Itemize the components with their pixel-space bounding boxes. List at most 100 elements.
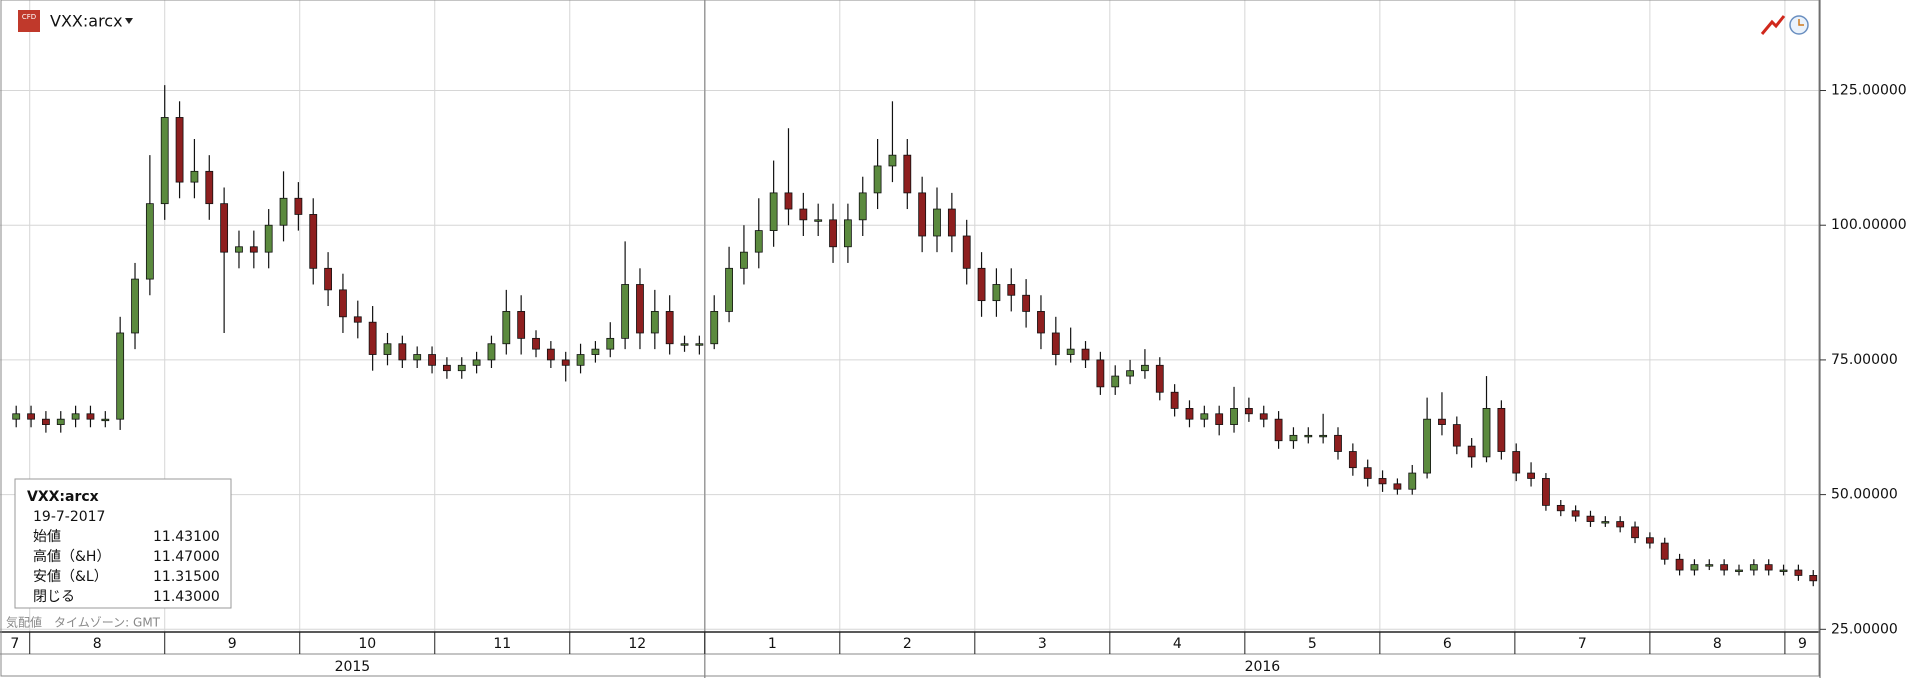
candle-body — [1794, 569, 1803, 576]
info-label: 高値（&H） — [33, 548, 110, 565]
candle-body — [1690, 564, 1699, 571]
candle-body — [680, 343, 689, 346]
candle-body — [1051, 332, 1060, 355]
axes: 25.00000 50.00000 75.00000 100.00000 125.000… — [10, 83, 1906, 675]
info-value: 11.47000 — [153, 549, 220, 565]
candle-body — [1601, 521, 1610, 524]
x-tick-label: 8 — [93, 636, 102, 652]
candle-body — [1081, 348, 1090, 361]
candle-body — [1735, 569, 1743, 572]
candle-body — [324, 267, 332, 291]
candle-body — [1244, 408, 1253, 415]
candle-body — [1378, 478, 1387, 485]
candle-body — [145, 203, 154, 280]
candle-body — [220, 203, 229, 253]
candle-body — [903, 154, 912, 194]
candle-body — [264, 224, 273, 253]
candle-body — [933, 208, 941, 237]
candle-body — [1512, 451, 1521, 474]
candle-body — [1363, 467, 1372, 479]
candle-body — [249, 246, 258, 253]
x-tick-label: 10 — [358, 636, 376, 652]
candle-body — [1705, 564, 1714, 567]
symbol[interactable]: VXX:arcx — [50, 12, 123, 31]
clock-hands — [1798, 19, 1804, 26]
candle-body — [1022, 294, 1031, 312]
candle-body — [71, 413, 80, 420]
candle-body — [918, 192, 927, 237]
candle-body — [368, 321, 377, 355]
y-tick-label: 50.00000 — [1831, 487, 1898, 503]
info-label: 始値 — [33, 529, 61, 545]
info-rows: 始値 11.43100 高値（&H） 11.47000 安値（&L） 11.31500 閉じ… — [33, 529, 220, 605]
candle-body — [309, 214, 318, 269]
candle-body — [695, 343, 704, 346]
candle-body — [1037, 311, 1045, 334]
y-tick-label: 125.00000 — [1831, 83, 1907, 99]
candle-body — [42, 418, 50, 425]
grid — [0, 0, 1820, 678]
x-tick-label: 9 — [1798, 636, 1807, 652]
frame — [0, 0, 1820, 677]
candle-body — [754, 230, 763, 253]
info-value: 11.31500 — [153, 569, 220, 585]
candle-body — [947, 208, 956, 237]
candle-body — [1616, 521, 1625, 528]
candle-body — [56, 418, 65, 425]
year-label: 2015 — [335, 659, 371, 675]
y-tick-label: 100.00000 — [1831, 217, 1907, 233]
candles — [12, 85, 1818, 587]
x-tick-label: 8 — [1713, 636, 1722, 652]
candle-body — [1556, 504, 1565, 512]
candle-body — [1200, 413, 1209, 420]
candle-body — [517, 311, 526, 339]
candle-body — [1452, 424, 1461, 447]
candle-body — [843, 219, 852, 248]
candle-body — [1423, 418, 1432, 474]
candle-body — [235, 246, 243, 253]
candle-body — [1066, 348, 1075, 355]
candle-body — [487, 343, 496, 361]
candle-body — [353, 316, 362, 323]
candle-body — [175, 117, 184, 183]
candle-body — [814, 219, 823, 222]
candle-body — [799, 208, 808, 221]
x-tick-label: 11 — [493, 636, 511, 652]
candle-body — [1126, 370, 1134, 377]
candle-body — [591, 348, 600, 355]
candle-body — [1497, 408, 1506, 452]
candle-body — [1274, 418, 1283, 442]
x-tick-label: 4 — [1173, 636, 1182, 652]
candle-body — [86, 413, 95, 420]
candle-body — [1155, 364, 1164, 393]
chart-type-icon[interactable] — [1760, 15, 1786, 35]
info-value: 11.43100 — [153, 529, 220, 545]
candle-body — [442, 364, 451, 372]
candle-body — [561, 359, 570, 366]
footer: 気配値 タイムゾーン: GMT — [6, 615, 161, 630]
candle-body — [1660, 542, 1669, 560]
candle-body — [546, 348, 555, 361]
candle-body — [888, 154, 897, 167]
candle-body — [1215, 413, 1224, 425]
candle-body — [1170, 391, 1179, 409]
info-date: 19-7-2017 — [33, 509, 105, 525]
candle-body — [1645, 537, 1654, 544]
info-box — [14, 478, 232, 609]
info-label: 安値（&L） — [33, 569, 108, 585]
cfd-icon-text: CFD — [22, 13, 36, 21]
candle-body — [1749, 564, 1758, 571]
candle-body — [829, 219, 837, 248]
candle-body — [1482, 408, 1491, 458]
dropdown-arrow[interactable] — [125, 18, 133, 24]
x-tick-label: 5 — [1308, 636, 1317, 652]
candle-body — [1096, 359, 1105, 388]
candle-body — [725, 267, 733, 312]
candle-body — [1007, 284, 1016, 296]
candle-body — [1185, 408, 1194, 420]
candle-body — [650, 311, 659, 334]
cfd-icon[interactable] — [18, 10, 40, 32]
candle-body — [294, 197, 303, 215]
candle-body — [1779, 569, 1788, 572]
